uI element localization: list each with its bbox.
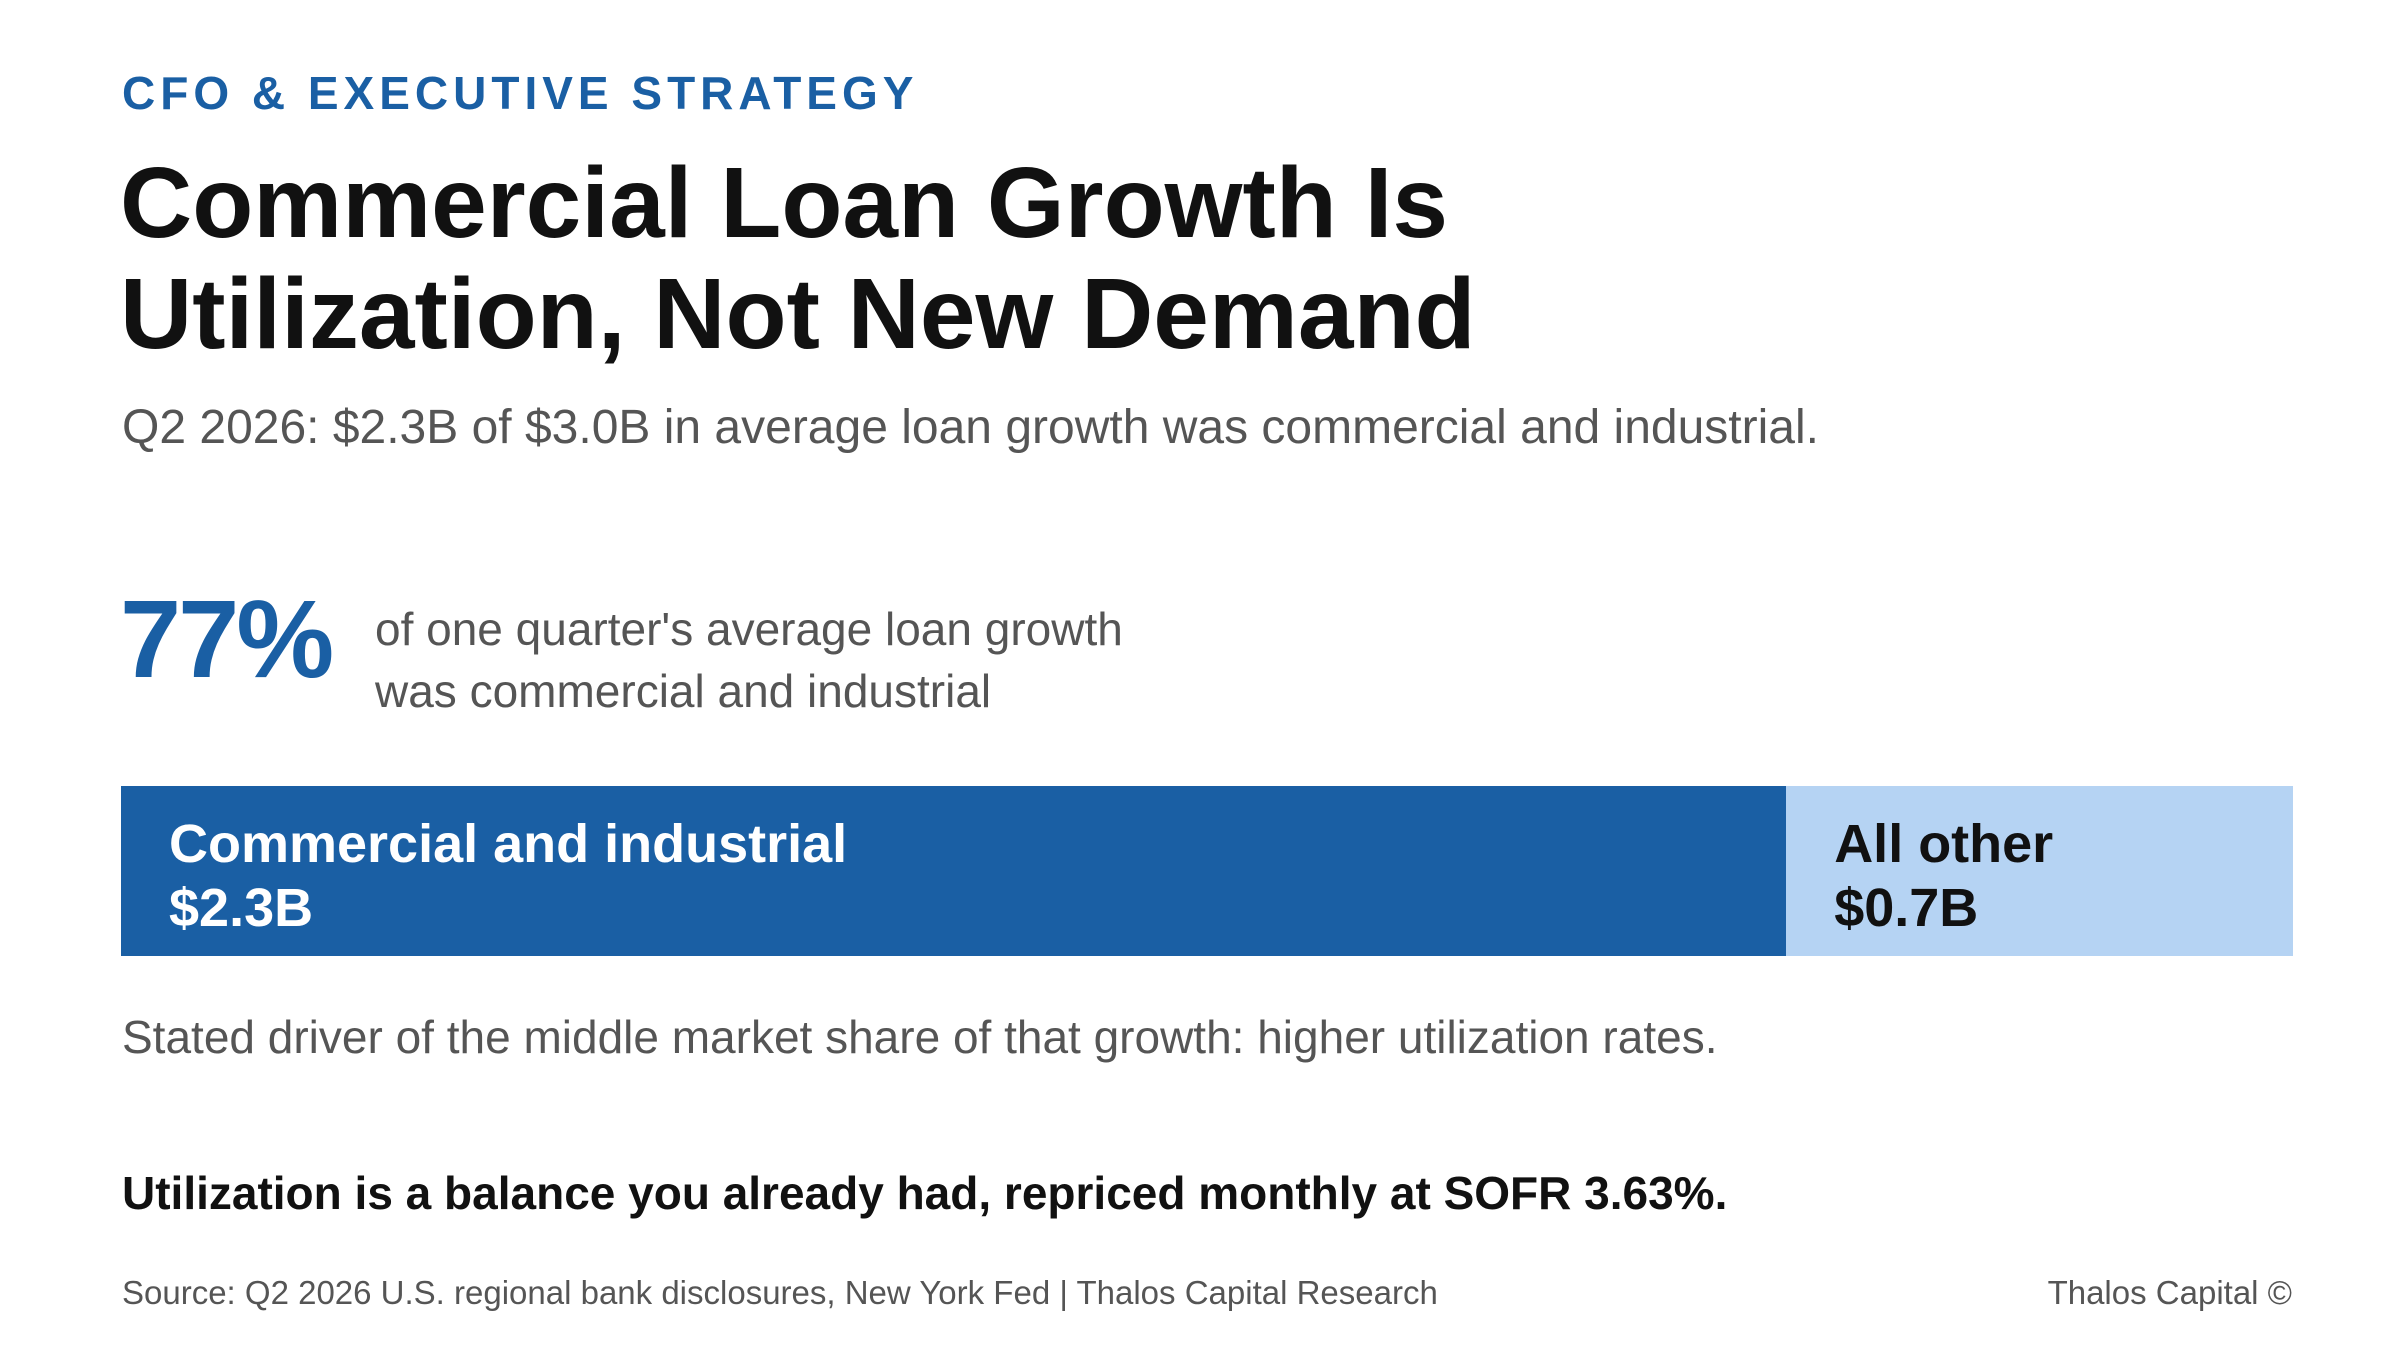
stat-description-line-2: was commercial and industrial xyxy=(375,665,992,717)
stat-description-line-1: of one quarter's average loan growth xyxy=(375,603,1123,655)
segment-value-all-other: $0.7B xyxy=(1834,878,1979,938)
key-takeaway: Utilization is a balance you already had… xyxy=(122,1167,1728,1219)
segment-label-commercial-industrial: Commercial and industrial xyxy=(169,814,848,874)
bar-segment-commercial-industrial: Commercial and industrial $2.3B xyxy=(121,786,1787,956)
stat-description: of one quarter's average loan growth was… xyxy=(375,598,1123,722)
title-line-1: Commercial Loan Growth Is xyxy=(120,147,1449,259)
section-kicker: CFO & EXECUTIVE STRATEGY xyxy=(122,67,919,119)
segment-value-commercial-industrial: $2.3B xyxy=(169,878,314,938)
bar-segment-all-other: All other $0.7B xyxy=(1786,786,2293,956)
segment-label-all-other: All other xyxy=(1834,814,2054,874)
title-line-2: Utilization, Not New Demand xyxy=(120,258,1476,370)
driver-note: Stated driver of the middle market share… xyxy=(122,1011,1718,1063)
source-citation: Source: Q2 2026 U.S. regional bank discl… xyxy=(122,1274,1438,1311)
page-title: Commercial Loan Growth Is Utilization, N… xyxy=(120,148,1476,370)
stacked-bar-chart: Commercial and industrial $2.3B All othe… xyxy=(121,786,2293,956)
brand-credit: Thalos Capital © xyxy=(2047,1274,2292,1311)
page-subtitle: Q2 2026: $2.3B of $3.0B in average loan … xyxy=(122,401,1819,454)
stat-value: 77% xyxy=(120,578,334,701)
